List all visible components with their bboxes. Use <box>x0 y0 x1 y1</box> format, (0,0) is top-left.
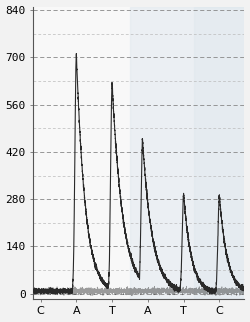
Bar <box>194 7 250 299</box>
Bar <box>130 7 250 299</box>
